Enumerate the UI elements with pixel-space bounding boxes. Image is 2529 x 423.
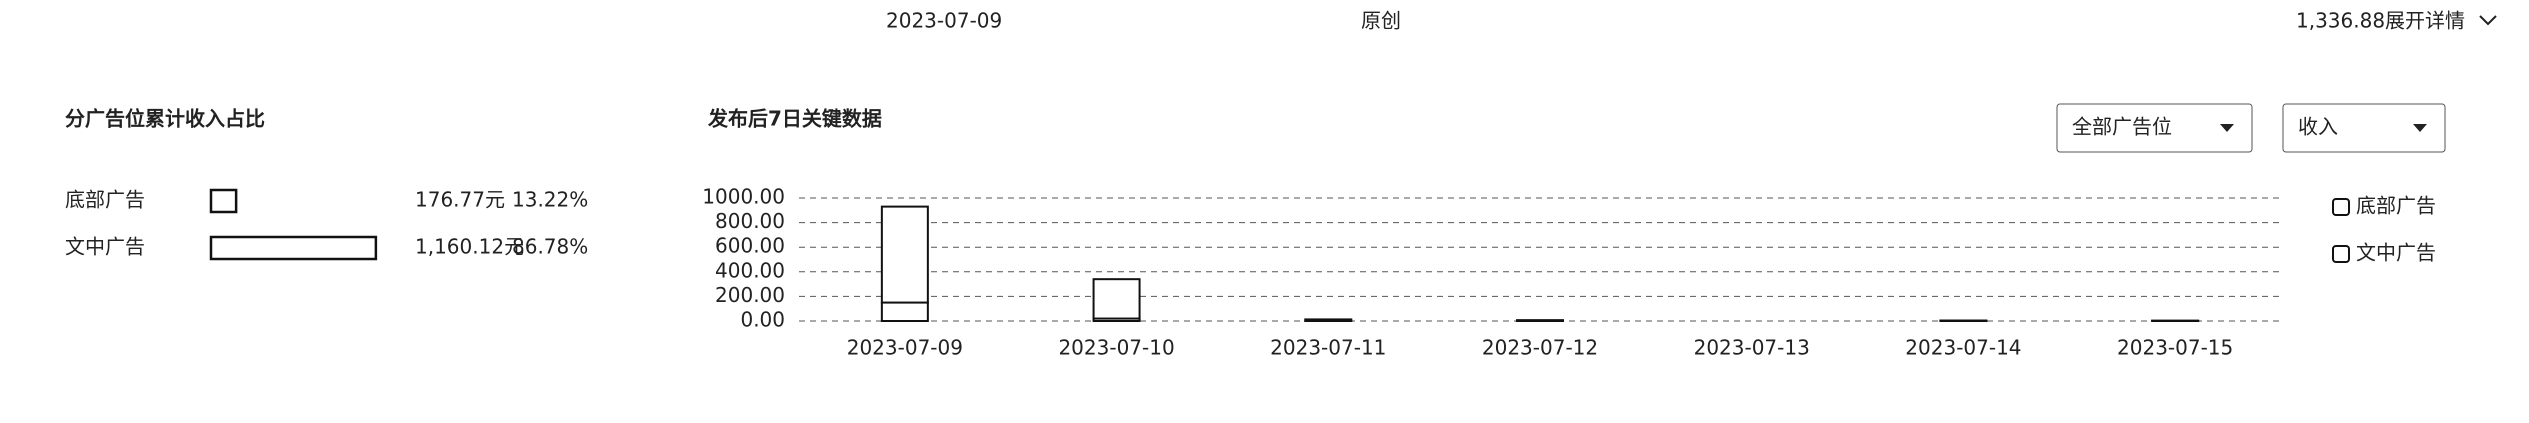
x-tick-label: 2023-07-09 — [847, 336, 963, 360]
legend-label: 文中广告 — [2356, 241, 2436, 265]
legend-swatch — [2333, 199, 2349, 215]
x-tick-label: 2023-07-11 — [1270, 336, 1386, 360]
chart-title: 发布后7日关键数据 — [707, 107, 882, 131]
row-amount: 176.77元 — [415, 188, 505, 212]
income: 1,336.88 — [2296, 9, 2385, 33]
publish-date: 2023-07-09 — [886, 9, 1002, 33]
x-tick-label: 2023-07-10 — [1058, 336, 1174, 360]
legend-label: 底部广告 — [2356, 194, 2436, 218]
bar — [1517, 320, 1563, 321]
expand-toggle[interactable]: 展开详情 — [2385, 9, 2465, 33]
row-label: 文中广告 — [65, 235, 145, 259]
bar — [882, 303, 928, 321]
bar — [1305, 319, 1351, 320]
y-tick-label: 1000.00 — [702, 185, 785, 209]
x-tick-label: 2023-07-12 — [1482, 336, 1598, 360]
x-tick-label: 2023-07-13 — [1694, 336, 1810, 360]
left-title: 分广告位累计收入占比 — [65, 107, 265, 131]
row-amount: 1,160.12元 — [415, 235, 524, 259]
x-tick-label: 2023-07-14 — [1905, 336, 2021, 360]
bar — [882, 207, 928, 303]
y-tick-label: 800.00 — [715, 209, 785, 233]
row-share: 13.22% — [512, 188, 588, 212]
y-tick-label: 400.00 — [715, 258, 785, 282]
row-label: 底部广告 — [65, 188, 145, 212]
metric-select-text[interactable]: 收入 — [2298, 115, 2338, 139]
y-tick-label: 600.00 — [715, 234, 785, 258]
x-tick-label: 2023-07-15 — [2117, 336, 2233, 360]
article-type: 原创 — [1361, 9, 1401, 33]
legend-swatch — [2333, 246, 2349, 262]
share-bar — [211, 237, 376, 259]
chevron[interactable] — [2480, 16, 2496, 24]
position-select-text[interactable]: 全部广告位 — [2072, 115, 2172, 139]
y-tick-label: 0.00 — [740, 308, 785, 332]
share-bar — [211, 190, 236, 212]
y-tick-label: 200.00 — [715, 283, 785, 307]
bar — [1094, 279, 1140, 318]
row-share: 86.78% — [512, 235, 588, 259]
